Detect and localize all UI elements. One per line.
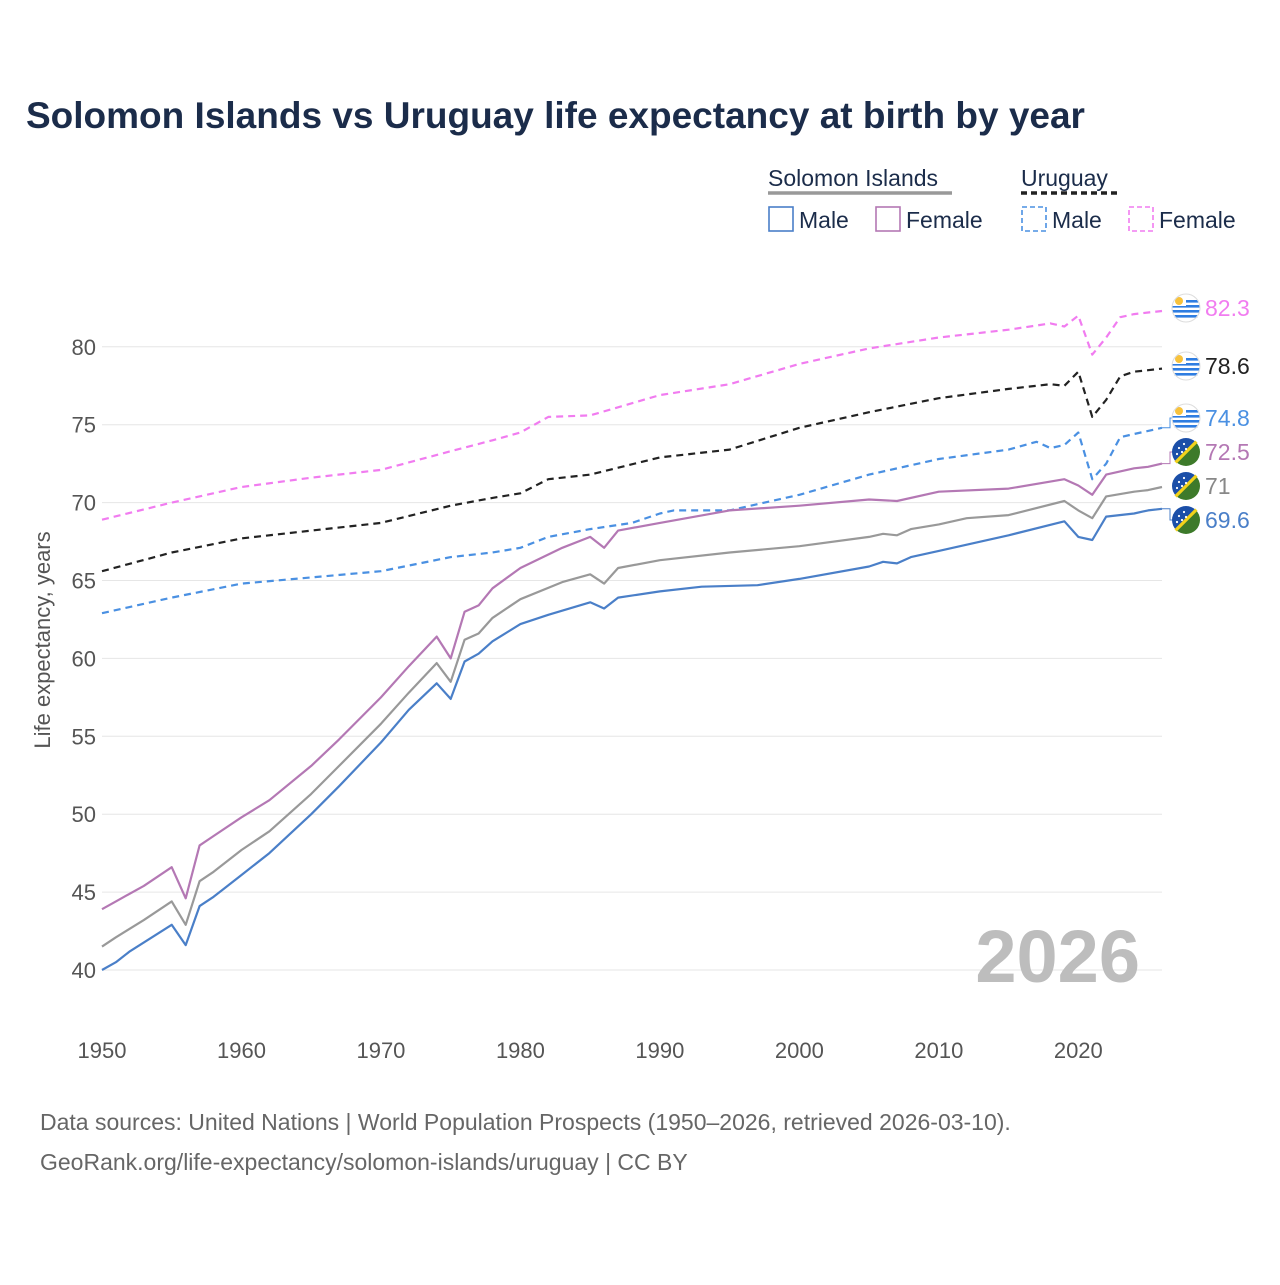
series-layer (101, 309, 1163, 971)
legend-item-label: Male (799, 207, 849, 233)
gridlines (102, 346, 1162, 971)
x-tick-label: 2020 (1054, 1038, 1103, 1063)
x-tick-label: 1970 (356, 1038, 405, 1063)
legend-swatch (768, 206, 794, 232)
x-tick-label: 1980 (496, 1038, 545, 1063)
solomon-islands-flag-icon (1172, 472, 1200, 500)
legend-item-label: Male (1052, 207, 1102, 233)
end-label-value: 82.3 (1205, 295, 1250, 321)
y-tick-label: 80 (72, 335, 96, 360)
y-tick-label: 45 (72, 880, 96, 905)
y-tick-label: 70 (72, 491, 96, 516)
source-line-2: GeoRank.org/life-expectancy/solomon-isla… (40, 1149, 688, 1175)
end-label-value: 71 (1205, 473, 1231, 499)
legend-group-title: Uruguay (1021, 165, 1108, 191)
series-line-solomon-islands-male (101, 507, 1163, 971)
y-tick-label: 60 (72, 646, 96, 671)
end-label-connector (1162, 508, 1174, 521)
x-tick-label: 2000 (775, 1038, 824, 1063)
series-line-solomon-islands-female (101, 462, 1163, 911)
series-line-uruguay-total (101, 367, 1163, 573)
y-tick-label: 65 (72, 569, 96, 594)
y-axis-label: Life expectancy, years (30, 531, 55, 748)
series-line-uruguay-male (101, 426, 1163, 615)
y-tick-label: 50 (72, 802, 96, 827)
legend-swatch (1021, 206, 1047, 232)
x-axis-ticks: 1950 1960 1970 1980 1990 2000 2010 2020 (78, 1038, 1103, 1063)
uruguay-flag-icon (1171, 403, 1201, 433)
end-label-value: 69.6 (1205, 507, 1250, 533)
end-label-connector (1162, 451, 1174, 465)
legend-item-label: Female (906, 207, 983, 233)
legend: Solomon Islands Male Female Uruguay Male Fema… (768, 165, 1236, 233)
chart-title: Solomon Islands vs Uruguay life expectan… (26, 95, 1085, 136)
uruguay-flag-icon (1171, 293, 1201, 323)
solomon-islands-flag-icon (1172, 438, 1200, 466)
end-label-value: 78.6 (1205, 353, 1250, 379)
x-tick-label: 2010 (914, 1038, 963, 1063)
legend-swatch (875, 206, 901, 232)
end-labels: 82.3 78.6 74.8 72.5 71 69.6 (1162, 293, 1250, 534)
current-year-watermark: 2026 (975, 915, 1140, 998)
x-tick-label: 1950 (78, 1038, 127, 1063)
uruguay-flag-icon (1171, 351, 1201, 381)
end-label-value: 72.5 (1205, 439, 1250, 465)
y-tick-label: 55 (72, 724, 96, 749)
legend-group-title: Solomon Islands (768, 165, 938, 191)
x-tick-label: 1990 (635, 1038, 684, 1063)
y-axis-ticks: 40 45 50 55 60 65 70 75 80 (72, 335, 96, 983)
y-tick-label: 75 (72, 413, 96, 438)
source-line-1: Data sources: United Nations | World Pop… (40, 1109, 1011, 1135)
legend-item-label: Female (1159, 207, 1236, 233)
y-tick-label: 40 (72, 958, 96, 983)
series-line-solomon-islands-total (101, 485, 1163, 948)
legend-swatch (1128, 206, 1154, 232)
x-tick-label: 1960 (217, 1038, 266, 1063)
end-label-value: 74.8 (1205, 405, 1250, 431)
solomon-islands-flag-icon (1172, 506, 1200, 534)
